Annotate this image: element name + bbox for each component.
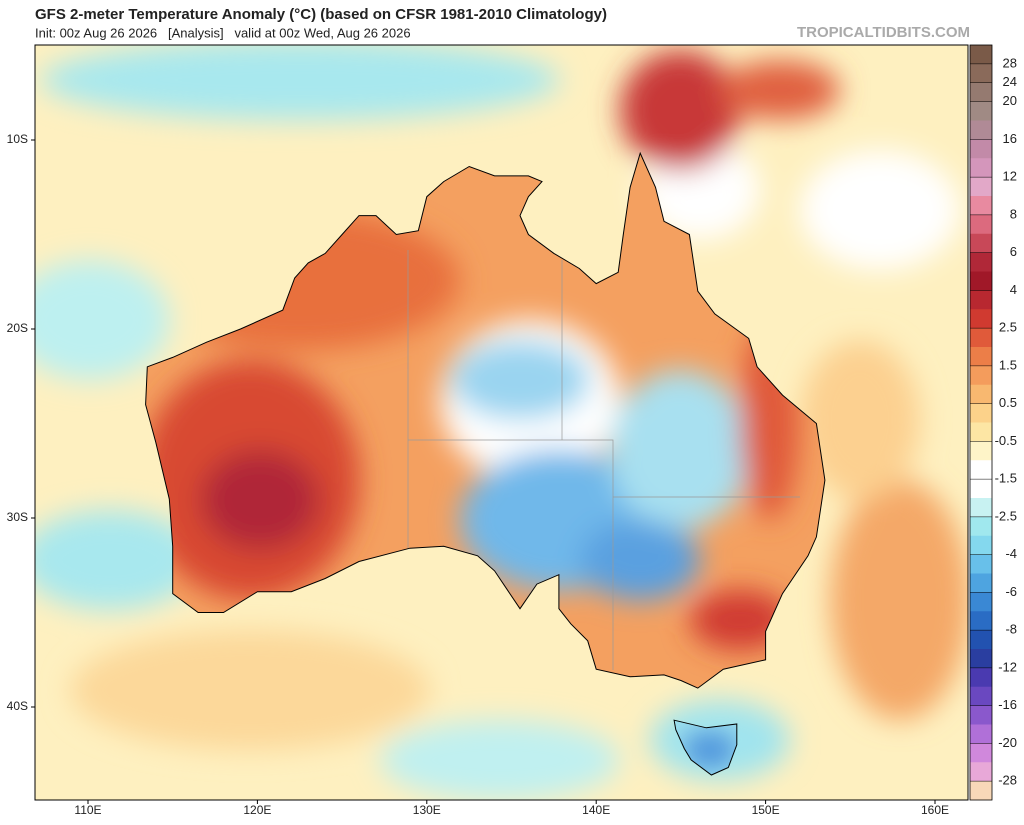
lat-label: 10S: [7, 132, 28, 146]
colorbar-label: 4: [1010, 282, 1017, 297]
colorbar-swatch: [970, 271, 992, 291]
ocean-anomaly: [35, 45, 968, 800]
colorbar-swatch: [970, 686, 992, 706]
colorbar-swatch: [970, 743, 992, 763]
colorbar-swatch: [970, 554, 992, 574]
colorbar-swatch: [970, 422, 992, 442]
colorbar-swatch: [970, 214, 992, 235]
colorbar-swatch: [970, 535, 992, 555]
colorbar-swatch: [970, 649, 992, 669]
colorbar-label: 0.5: [999, 395, 1017, 410]
colorbar-label: 24: [1003, 74, 1017, 89]
land: [145, 151, 826, 776]
lat-label: 40S: [7, 699, 28, 713]
colorbar-label: 12: [1003, 169, 1017, 184]
colorbar-swatch: [970, 290, 992, 310]
subtitle: Init: 00z Aug 26 2026 [Analysis] valid a…: [35, 25, 411, 40]
colorbar-swatch: [970, 139, 992, 159]
colorbar-swatch: [970, 403, 992, 423]
colorbar-swatch: [970, 441, 992, 461]
colorbar-label: -1.5: [995, 471, 1017, 486]
lon-label: 130E: [413, 803, 441, 817]
title: GFS 2-meter Temperature Anomaly (°C) (ba…: [35, 6, 607, 23]
colorbar-swatch: [970, 705, 992, 725]
colorbar-swatch: [970, 667, 992, 688]
colorbar-swatch: [970, 347, 992, 367]
lon-label: 160E: [921, 803, 949, 817]
lon-label: 120E: [243, 803, 271, 817]
colorbar-swatch: [970, 177, 992, 197]
colorbar-label: -12: [998, 659, 1017, 674]
colorbar-swatch: [970, 158, 992, 178]
colorbar-swatch: [970, 460, 992, 480]
colorbar-label: 8: [1010, 206, 1017, 221]
colorbar-label: -0.5: [995, 433, 1017, 448]
colorbar-swatch: [970, 573, 992, 593]
colorbar-label: -2.5: [995, 508, 1017, 523]
colorbar-swatch: [970, 762, 992, 782]
colorbar-swatch: [970, 328, 992, 348]
colorbar-label: -16: [998, 697, 1017, 712]
colorbar-swatch: [970, 592, 992, 612]
colorbar-label: -8: [1005, 622, 1017, 637]
colorbar-swatch: [970, 309, 992, 329]
watermark: TROPICALTIDBITS.COM: [797, 24, 970, 41]
colorbar-label: 28: [1003, 55, 1017, 70]
colorbar-label: -4: [1005, 546, 1017, 561]
colorbar-label: 1.5: [999, 357, 1017, 372]
colorbar-label: -28: [998, 773, 1017, 788]
colorbar-label: 2.5: [999, 320, 1017, 335]
colorbar-swatch: [970, 365, 992, 386]
colorbar-swatch: [970, 45, 992, 65]
colorbar-frame: [969, 44, 993, 801]
colorbar-swatch: [970, 611, 992, 631]
colorbar-label: 16: [1003, 131, 1017, 146]
colorbar-swatch: [970, 63, 992, 84]
map-frame: [34, 44, 969, 801]
colorbar-swatch: [970, 82, 992, 102]
colorbar-swatch: [970, 781, 992, 801]
colorbar-swatch: [970, 498, 992, 518]
colorbar-swatch: [970, 516, 992, 537]
map: [35, 45, 968, 800]
colorbar-swatch: [970, 233, 992, 253]
colorbar-swatch: [970, 384, 992, 404]
lon-label: 110E: [74, 803, 101, 817]
colorbar-label: -6: [1005, 584, 1017, 599]
lon-label: 140E: [582, 803, 610, 817]
colorbar-swatch: [970, 101, 992, 121]
colorbar-label: 6: [1010, 244, 1017, 259]
colorbar-swatch: [970, 630, 992, 650]
colorbar-swatch: [970, 252, 992, 272]
lat-label: 30S: [7, 510, 28, 524]
colorbar-swatch: [970, 724, 992, 744]
colorbar-label: 20: [1003, 93, 1017, 108]
lat-label: 20S: [7, 321, 28, 335]
colorbar-swatch: [970, 479, 992, 499]
axes: 10S 20S 30S 40S 110E 120E 130E 140E 150E 160E: [7, 132, 949, 817]
lon-label: 150E: [752, 803, 780, 817]
colorbar-swatch: [970, 120, 992, 140]
colorbar-swatch: [970, 196, 992, 216]
colorbar-label: -20: [998, 735, 1017, 750]
colorbar: 28 24 20 16 12 8 6 4 2.5 1.5 0.5 -0.5 -1.5 -2.5 -4 -6 -8…: [969, 44, 1017, 801]
